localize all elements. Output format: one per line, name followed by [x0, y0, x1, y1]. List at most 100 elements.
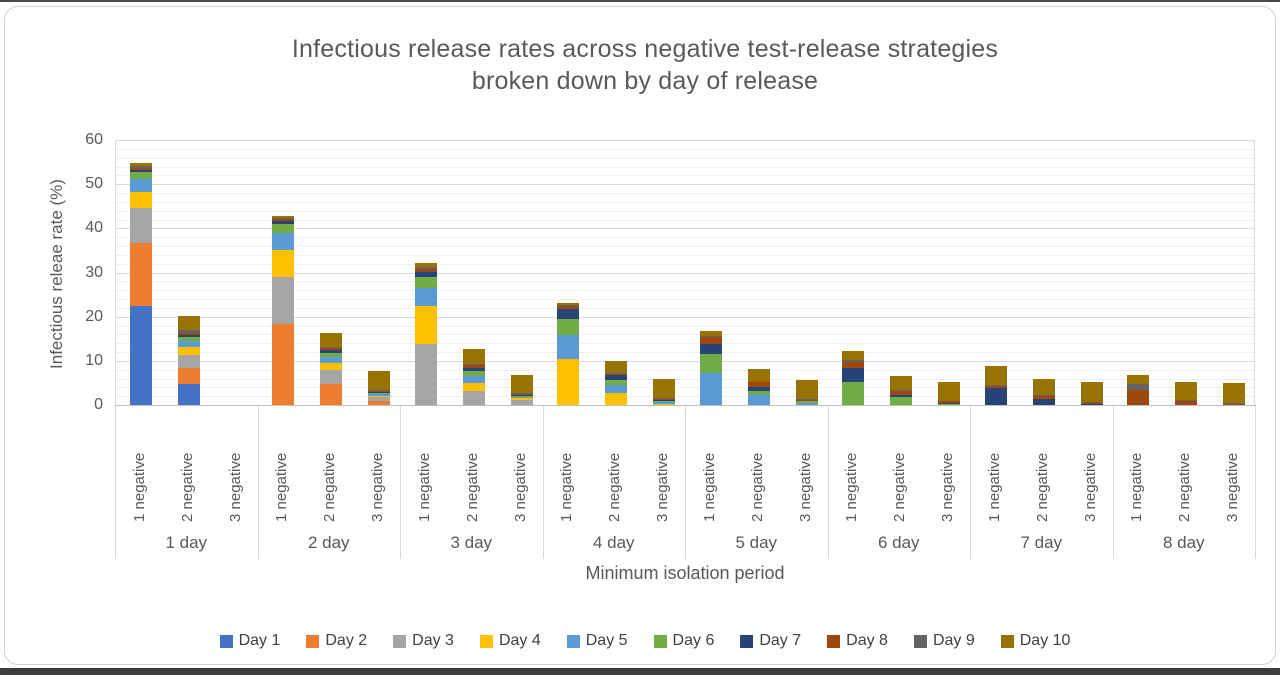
- bar-segment-day-10: [320, 333, 343, 347]
- bar-segment-day-7: [368, 391, 391, 393]
- chart-card: Infectious release rates across negative…: [4, 6, 1276, 665]
- bar-segment-day-10: [747, 369, 770, 382]
- y-tick-label: 60: [85, 131, 103, 148]
- minor-gridline: [116, 325, 1254, 327]
- bar-segment-day-8: [795, 399, 818, 401]
- category-separator: [827, 406, 829, 559]
- bar-segment-day-7: [414, 272, 437, 277]
- legend-label: Day 8: [846, 632, 888, 649]
- bar-category-label: 2 negative: [1033, 452, 1051, 522]
- bar-segment-day-6: [795, 401, 818, 404]
- legend-label: Day 7: [759, 632, 802, 649]
- chart-title-line1: Infectious release rates across negative…: [291, 35, 999, 63]
- bar-stack: [129, 162, 152, 405]
- bar-segment-day-6: [368, 392, 391, 394]
- bar-segment-day-10: [272, 215, 295, 219]
- bar-segment-day-9: [984, 385, 1007, 387]
- bar-segment-day-4: [129, 191, 152, 208]
- bar-stack: [320, 333, 343, 405]
- bar-segment-day-2: [272, 324, 295, 405]
- minor-gridline: [116, 201, 1254, 203]
- y-tick-label: 30: [85, 263, 103, 281]
- bar-segment-day-6: [272, 224, 295, 234]
- group-label: 2 day: [307, 533, 350, 552]
- bar-segment-day-9: [272, 218, 295, 220]
- bar-segment-day-6: [129, 171, 152, 179]
- legend-item: Day 6: [653, 632, 714, 650]
- bar-segment-day-3: [272, 276, 295, 325]
- group-label: 3 day: [450, 533, 493, 552]
- bar-segment-day-6: [414, 276, 437, 288]
- bar-stack: [842, 351, 865, 405]
- bar-segment-day-8: [414, 268, 437, 273]
- bar-segment-day-7: [938, 402, 961, 404]
- bar-segment-day-9: [842, 359, 865, 362]
- bar-segment-day-6: [938, 403, 961, 405]
- bar-segment-day-5: [462, 376, 485, 383]
- bar-segment-day-6: [842, 381, 865, 405]
- bar-category-label: 1 negative: [1128, 452, 1146, 522]
- bar-segment-day-10: [510, 374, 533, 394]
- minor-gridline: [116, 157, 1254, 159]
- bar-segment-day-1: [129, 306, 152, 405]
- bar-segment-day-3: [462, 390, 485, 405]
- bar-category-label: 1 negative: [130, 452, 148, 522]
- major-gridline: [116, 360, 1254, 362]
- bar-stack: [795, 379, 818, 405]
- bar-segment-day-6: [605, 380, 628, 386]
- bar-stack: [368, 370, 391, 405]
- legend-swatch: [479, 634, 493, 648]
- legend-item: Day 2: [306, 632, 367, 650]
- bar-segment-day-7: [653, 399, 676, 401]
- y-tick-label: 50: [85, 175, 103, 193]
- bar-category-label: 3 negative: [226, 452, 244, 522]
- legend-swatch: [827, 634, 841, 648]
- minor-gridline: [116, 343, 1254, 345]
- bar-stack: [890, 376, 913, 405]
- bar-category-label: 2 negative: [748, 452, 766, 522]
- bar-segment-day-4: [368, 395, 391, 397]
- legend-label: Day 2: [325, 632, 368, 649]
- legend-item: Day 7: [740, 632, 801, 650]
- bar-segment-day-10: [368, 370, 391, 390]
- bar-segment-day-9: [699, 336, 722, 338]
- bar-segment-day-10: [1223, 383, 1246, 404]
- legend-swatch: [740, 634, 754, 648]
- legend-item: Day 5: [566, 632, 628, 650]
- bar-segment-day-10: [890, 376, 913, 390]
- bar-segment-day-8: [510, 393, 533, 395]
- minor-gridline: [116, 307, 1254, 309]
- bar-category-label: 1 negative: [985, 452, 1003, 522]
- bar-segment-day-4: [320, 362, 343, 370]
- bar-segment-day-10: [699, 330, 722, 337]
- minor-gridline: [116, 148, 1254, 150]
- bar-segment-day-5: [177, 341, 200, 347]
- bar-segment-day-7: [1080, 403, 1103, 405]
- bar-segment-day-9: [462, 363, 485, 366]
- major-gridline: [116, 272, 1254, 274]
- bar-category-label: 3 negative: [1081, 452, 1099, 522]
- bar-segment-day-3: [177, 355, 200, 368]
- category-separator: [542, 406, 544, 559]
- legend-label: Day 10: [1019, 632, 1071, 649]
- bar-segment-day-4: [605, 393, 628, 405]
- bar-category-label: 1 negative: [843, 452, 861, 522]
- bar-stack: [177, 315, 200, 405]
- minor-gridline: [116, 290, 1254, 292]
- bar-segment-day-8: [890, 390, 913, 396]
- bar-segment-day-10: [177, 315, 200, 331]
- minor-gridline: [116, 193, 1254, 194]
- bar-segment-day-5: [747, 395, 770, 405]
- bar-segment-day-1: [177, 383, 200, 405]
- bar-segment-day-8: [129, 167, 152, 171]
- bar-category-label: 2 negative: [178, 452, 196, 522]
- bar-stack: [653, 378, 676, 406]
- bar-stack: [747, 369, 770, 405]
- bar-stack: [510, 374, 533, 405]
- bar-segment-day-2: [320, 383, 343, 405]
- bar-segment-day-7: [272, 221, 295, 225]
- minor-gridline: [116, 387, 1254, 389]
- bar-segment-day-8: [368, 390, 391, 392]
- bar-segment-day-9: [1127, 384, 1150, 390]
- bar-segment-day-8: [747, 382, 770, 387]
